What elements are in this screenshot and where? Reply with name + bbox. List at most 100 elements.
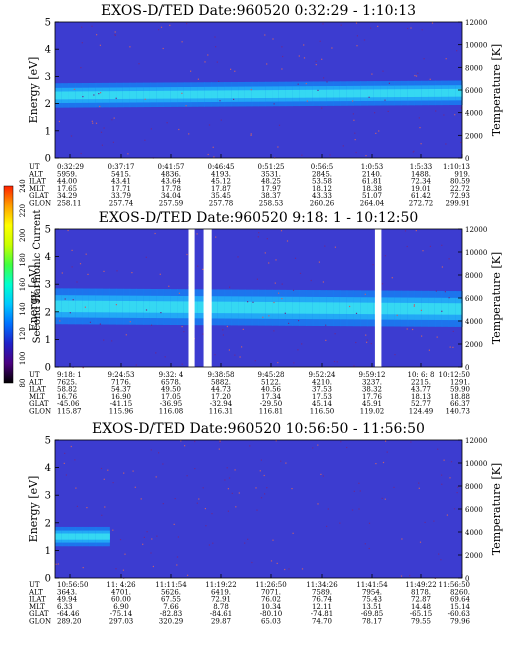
table-cell: 17.20 (211, 393, 231, 401)
speckle (202, 333, 204, 335)
speckle (418, 487, 420, 489)
speckle (278, 292, 280, 294)
speckle (216, 61, 218, 63)
band-slice (55, 300, 63, 313)
speckle (151, 538, 153, 540)
band-slice (102, 91, 110, 100)
y2-tick-label: 6000 (465, 87, 483, 95)
speckle (331, 47, 333, 49)
speckle (107, 469, 109, 471)
table-cell: 37.53 (312, 386, 332, 394)
speckle (284, 568, 286, 571)
table-cell: 299.91 (446, 200, 471, 208)
speckle (226, 325, 228, 328)
table-cell: 43.41 (111, 178, 131, 186)
table-cell: 258.53 (259, 200, 284, 208)
row-label: ALT (28, 378, 43, 386)
speckle (115, 304, 117, 306)
speckle (355, 22, 358, 24)
speckle (204, 508, 206, 510)
band-slice (156, 301, 165, 313)
y-tick-label: 2 (45, 307, 51, 318)
y-tick-label: 3 (45, 491, 51, 502)
y2-tick-label: 6000 (465, 506, 483, 514)
table-cell: 11:11:54 (155, 581, 187, 589)
speckle (186, 23, 188, 25)
speckle (186, 253, 188, 256)
row-label: GLON (29, 408, 51, 416)
y2-tick-label: 10000 (465, 249, 487, 257)
table-cell: 7071. (261, 588, 281, 596)
table-cell: 2215. (411, 378, 431, 386)
colorbar-tick-label: 220 (19, 204, 27, 217)
speckle (186, 475, 188, 477)
speckle (155, 352, 157, 354)
band-slice (217, 90, 226, 99)
table-cell: 258.11 (57, 200, 82, 208)
speckle (353, 119, 355, 121)
band-slice (88, 533, 97, 540)
speckle (421, 335, 423, 337)
row-label: GLAT (29, 610, 49, 618)
speckle (135, 364, 137, 366)
y2-tick-label: 12000 (465, 226, 487, 234)
table-cell: 22.72 (450, 185, 470, 193)
table-cell: 75.43 (362, 596, 382, 604)
band-slice (211, 301, 219, 314)
speckle (368, 522, 371, 524)
table-cell: 45.14 (312, 400, 333, 408)
y-tick-label: 0 (45, 363, 51, 374)
y-tick-label: 1 (45, 126, 51, 137)
table-cell: 6.33 (57, 603, 73, 611)
speckle (84, 306, 86, 308)
speckle (181, 326, 183, 328)
speckle (242, 328, 244, 330)
band-slice (434, 88, 443, 97)
table-cell: 10:12:50 (439, 371, 470, 379)
speckle (443, 459, 445, 461)
speckle (213, 156, 215, 158)
table-cell: 72.87 (411, 596, 431, 604)
band-slice (428, 89, 436, 97)
table-cell: 116.50 (310, 408, 335, 416)
band-slice (387, 89, 395, 98)
band-slice (373, 89, 382, 98)
y2-tick-label: 12000 (465, 19, 487, 27)
speckle (103, 127, 105, 129)
speckle (63, 462, 65, 464)
speckle (315, 64, 317, 66)
band-slice (88, 91, 97, 100)
speckle (400, 575, 403, 577)
speckle (184, 445, 186, 447)
speckle (76, 281, 78, 283)
speckle (103, 478, 105, 480)
table-cell: 59.90 (450, 386, 470, 394)
band-slice (312, 89, 321, 98)
table-cell: 11:34:26 (306, 581, 338, 589)
table-cell: 10:56:50 (57, 581, 88, 589)
speckle (435, 110, 437, 112)
colorbar: 80 100 120 140 160 180 200 220 240 Second Harmoni… (3, 179, 43, 387)
band-slice (183, 90, 192, 99)
speckle (297, 349, 299, 351)
table-cell: 11:19:22 (205, 581, 236, 589)
speckle (262, 316, 264, 318)
y-tick-label: 3 (45, 280, 51, 291)
band-slice (360, 89, 368, 98)
table-cell: 61.42 (411, 192, 431, 200)
y-tick-label: 1 (45, 546, 51, 557)
data-gap (374, 229, 382, 367)
speckle (145, 256, 147, 258)
speckle (368, 96, 370, 98)
colorbar-tick-label: 160 (19, 278, 27, 291)
speckle (353, 490, 355, 492)
speckle (342, 145, 344, 147)
speckle (435, 290, 437, 292)
table-cell: 29.87 (211, 618, 231, 626)
speckle (303, 44, 305, 46)
speckle (85, 253, 87, 255)
table-cell: 257.74 (109, 200, 134, 208)
table-cell: 9:45:28 (258, 371, 285, 379)
speckle (75, 487, 77, 489)
band-slice (285, 302, 294, 314)
